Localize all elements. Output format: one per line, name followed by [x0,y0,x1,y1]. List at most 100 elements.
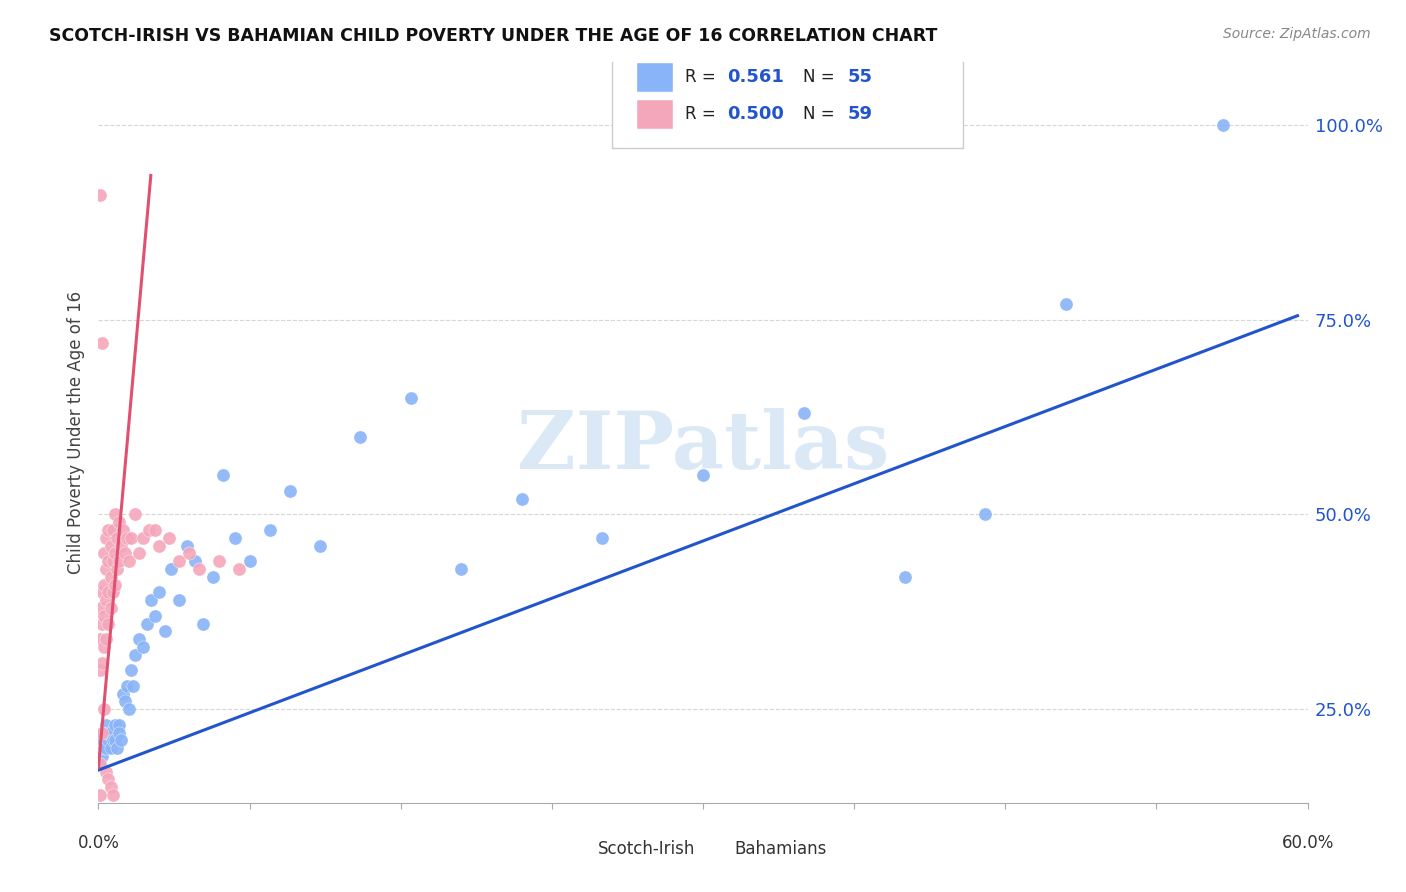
Text: Bahamians: Bahamians [734,840,827,858]
Point [128,546,150,560]
Point [105,562,128,576]
Point [135,616,157,631]
Point [91,725,114,739]
Point [208,554,231,568]
Point [1054,297,1077,311]
Text: 60.0%: 60.0% [1281,834,1334,852]
Point [121,679,143,693]
Point [96,741,118,756]
Point [89,663,111,677]
Point [110,733,132,747]
Bar [700,839,727,860]
Text: N =: N = [803,105,841,123]
Point [111,687,134,701]
Point [120,531,142,545]
Point [103,546,125,560]
Point [132,531,155,545]
Point [103,508,125,522]
Text: SCOTCH-IRISH VS BAHAMIAN CHILD POVERTY UNDER THE AGE OF 16 CORRELATION CHART: SCOTCH-IRISH VS BAHAMIAN CHILD POVERTY U… [49,27,938,45]
Point [148,539,170,553]
Text: 0.500: 0.500 [727,105,785,123]
Point [176,539,198,553]
Point [120,663,142,677]
Point [184,554,207,568]
Point [100,601,122,615]
Text: 59: 59 [848,105,873,123]
Point [450,562,472,576]
Point [110,539,132,553]
Text: R =: R = [685,69,721,87]
Point [93,608,115,623]
Point [91,616,114,631]
Point [97,585,120,599]
Point [89,756,111,771]
Point [118,554,141,568]
Point [309,539,332,553]
Bar [637,62,672,92]
Point [107,725,129,739]
Point [893,570,915,584]
Point [591,531,613,545]
Point [124,508,146,522]
Text: 0.0%: 0.0% [77,834,120,852]
Point [91,585,114,599]
Point [259,523,281,537]
Point [96,632,118,647]
Point [91,733,114,747]
Point [224,531,246,545]
Point [97,616,120,631]
Point [97,523,120,537]
Point [132,640,155,654]
Point [1212,118,1234,132]
Point [93,741,115,756]
Point [96,531,118,545]
Point [93,725,115,739]
Point [114,546,136,560]
Y-axis label: Child Poverty Under the Age of 16: Child Poverty Under the Age of 16 [66,291,84,574]
Point [97,733,120,747]
Point [100,539,122,553]
Point [160,562,183,576]
Bar [564,839,591,860]
Point [692,468,714,483]
Point [349,429,371,443]
Point [107,515,129,529]
Point [101,554,124,568]
Point [96,718,118,732]
Point [91,656,114,670]
Point [114,694,136,708]
Point [167,554,190,568]
Point [399,391,422,405]
Point [101,585,124,599]
Text: 0.561: 0.561 [727,69,785,87]
Point [128,632,150,647]
Point [89,188,111,202]
Point [138,523,160,537]
Point [89,756,111,771]
Text: R =: R = [685,105,721,123]
Point [101,523,124,537]
Point [139,593,162,607]
Point [212,468,235,483]
Point [100,780,122,795]
Point [239,554,262,568]
Point [89,632,111,647]
Point [111,523,134,537]
Point [107,718,129,732]
Point [974,508,997,522]
Point [188,562,211,576]
Point [115,531,138,545]
Point [115,679,138,693]
Point [143,523,166,537]
Point [101,788,124,802]
Point [96,764,118,779]
Point [97,725,120,739]
Point [103,577,125,591]
Point [179,546,201,560]
Point [124,648,146,662]
Point [202,570,225,584]
Point [93,702,115,716]
Bar [637,99,672,129]
Point [228,562,250,576]
Point [89,788,111,802]
